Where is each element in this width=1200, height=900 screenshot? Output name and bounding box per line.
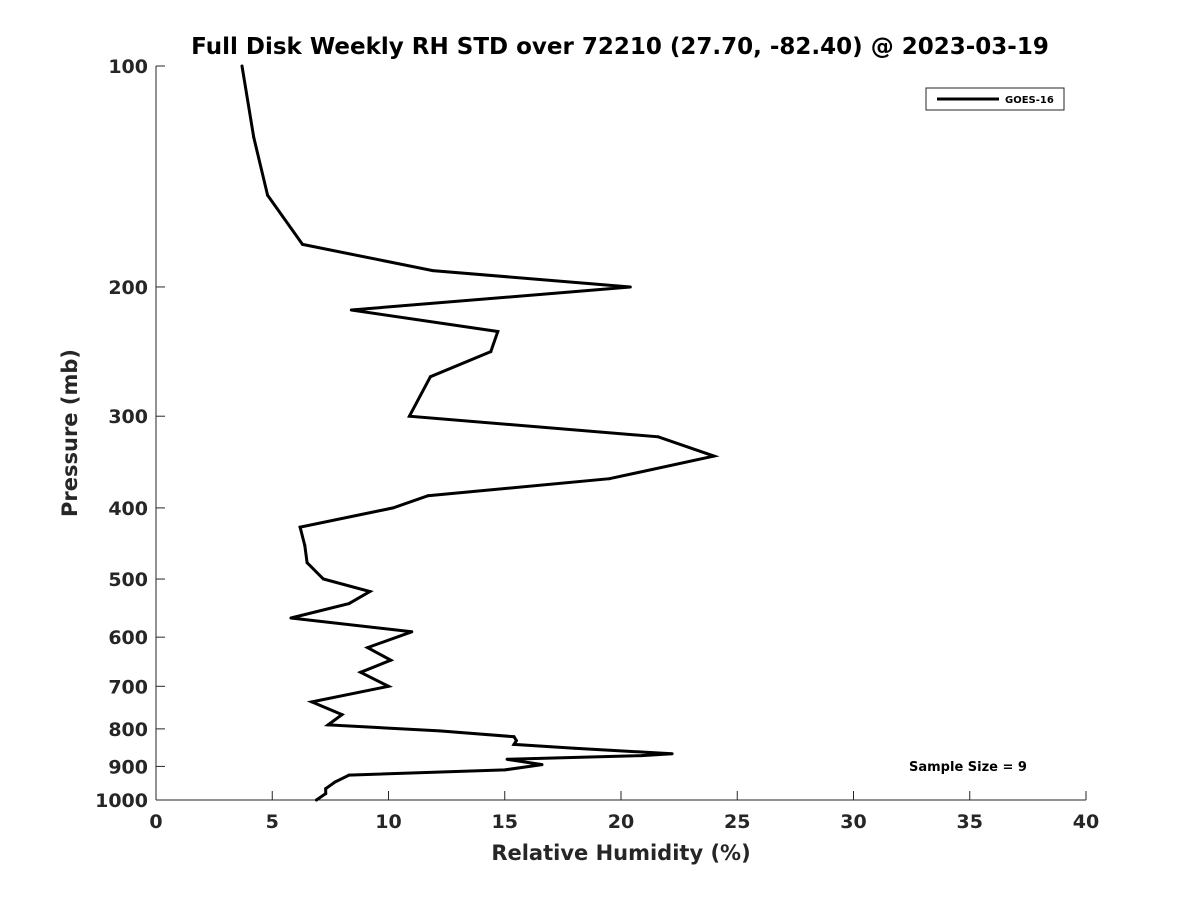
series-point	[303, 544, 307, 547]
series-point	[366, 646, 370, 650]
series-point	[347, 602, 351, 606]
series-point	[656, 435, 660, 439]
series-point	[512, 735, 516, 739]
series-point	[368, 590, 372, 593]
series-point	[321, 577, 325, 581]
series-point	[314, 798, 318, 802]
series-point	[333, 780, 337, 784]
y-tick-label: 200	[108, 277, 148, 299]
x-tick-label: 5	[266, 811, 279, 833]
series-point	[514, 739, 518, 743]
y-tick-label: 700	[108, 676, 148, 698]
x-tick-label: 20	[608, 811, 634, 833]
x-tick-label: 15	[492, 811, 518, 833]
chart-title: Full Disk Weekly RH STD over 72210 (27.7…	[191, 34, 1049, 60]
y-tick-label: 600	[108, 627, 148, 649]
series-line-goes-16	[240, 65, 720, 802]
series-points	[240, 64, 716, 802]
series-point	[512, 742, 516, 746]
y-tick-label: 800	[108, 719, 148, 741]
series-point	[628, 285, 632, 289]
series-point	[266, 193, 270, 197]
y-axis-label: Pressure (mb)	[58, 349, 82, 517]
y-tick-label: 400	[108, 498, 148, 520]
legend: GOES-16	[925, 87, 1065, 111]
series-point	[240, 64, 244, 68]
series-point	[670, 752, 674, 756]
x-tick-label: 0	[149, 811, 162, 833]
x-ticks: 0 5 10 15 20 25 30 35 40	[149, 791, 1099, 833]
series-point	[428, 375, 432, 379]
series-point	[573, 746, 576, 750]
series-point	[389, 658, 393, 662]
series-point	[438, 729, 442, 733]
series-point	[431, 269, 435, 273]
series-point	[359, 670, 363, 674]
series-point	[326, 723, 330, 727]
series-point	[607, 477, 611, 481]
series-point	[301, 242, 304, 246]
y-tick-label: 900	[108, 756, 148, 778]
sample-size-annotation: Sample Size = 9	[909, 760, 1027, 775]
legend-label-goes-16: GOES-16	[1005, 95, 1054, 106]
series-point	[505, 757, 509, 761]
y-tick-label: 1000	[95, 790, 148, 812]
series-point	[410, 630, 414, 634]
series-point	[712, 454, 716, 458]
series-point	[540, 763, 544, 767]
series-point	[349, 308, 353, 312]
series-point	[391, 506, 395, 510]
series-point	[496, 330, 500, 333]
series-point	[489, 350, 493, 354]
series-point	[387, 684, 390, 688]
series-point	[407, 414, 411, 418]
y-tick-label: 500	[108, 569, 148, 591]
series-point	[324, 792, 328, 796]
x-tick-label: 30	[840, 811, 866, 833]
y-tick-label: 100	[108, 56, 148, 78]
series-point	[426, 494, 430, 498]
series-point	[252, 135, 256, 139]
x-tick-label: 35	[957, 811, 983, 833]
series-point	[503, 768, 507, 772]
series-point	[640, 754, 644, 758]
y-tick-label: 300	[108, 406, 148, 428]
x-tick-label: 10	[375, 811, 401, 833]
series-point	[298, 525, 302, 529]
series-point	[310, 700, 314, 704]
series-point	[289, 616, 293, 620]
y-ticks: 100 200 300 400 500 600 700 800 900 1000	[95, 56, 165, 812]
series-point	[340, 713, 344, 717]
x-tick-label: 40	[1073, 811, 1099, 833]
series-point	[347, 773, 351, 777]
x-axis-label: Relative Humidity (%)	[491, 841, 750, 865]
series-point	[324, 787, 328, 791]
x-tick-label: 25	[724, 811, 750, 833]
series-point	[305, 561, 309, 565]
